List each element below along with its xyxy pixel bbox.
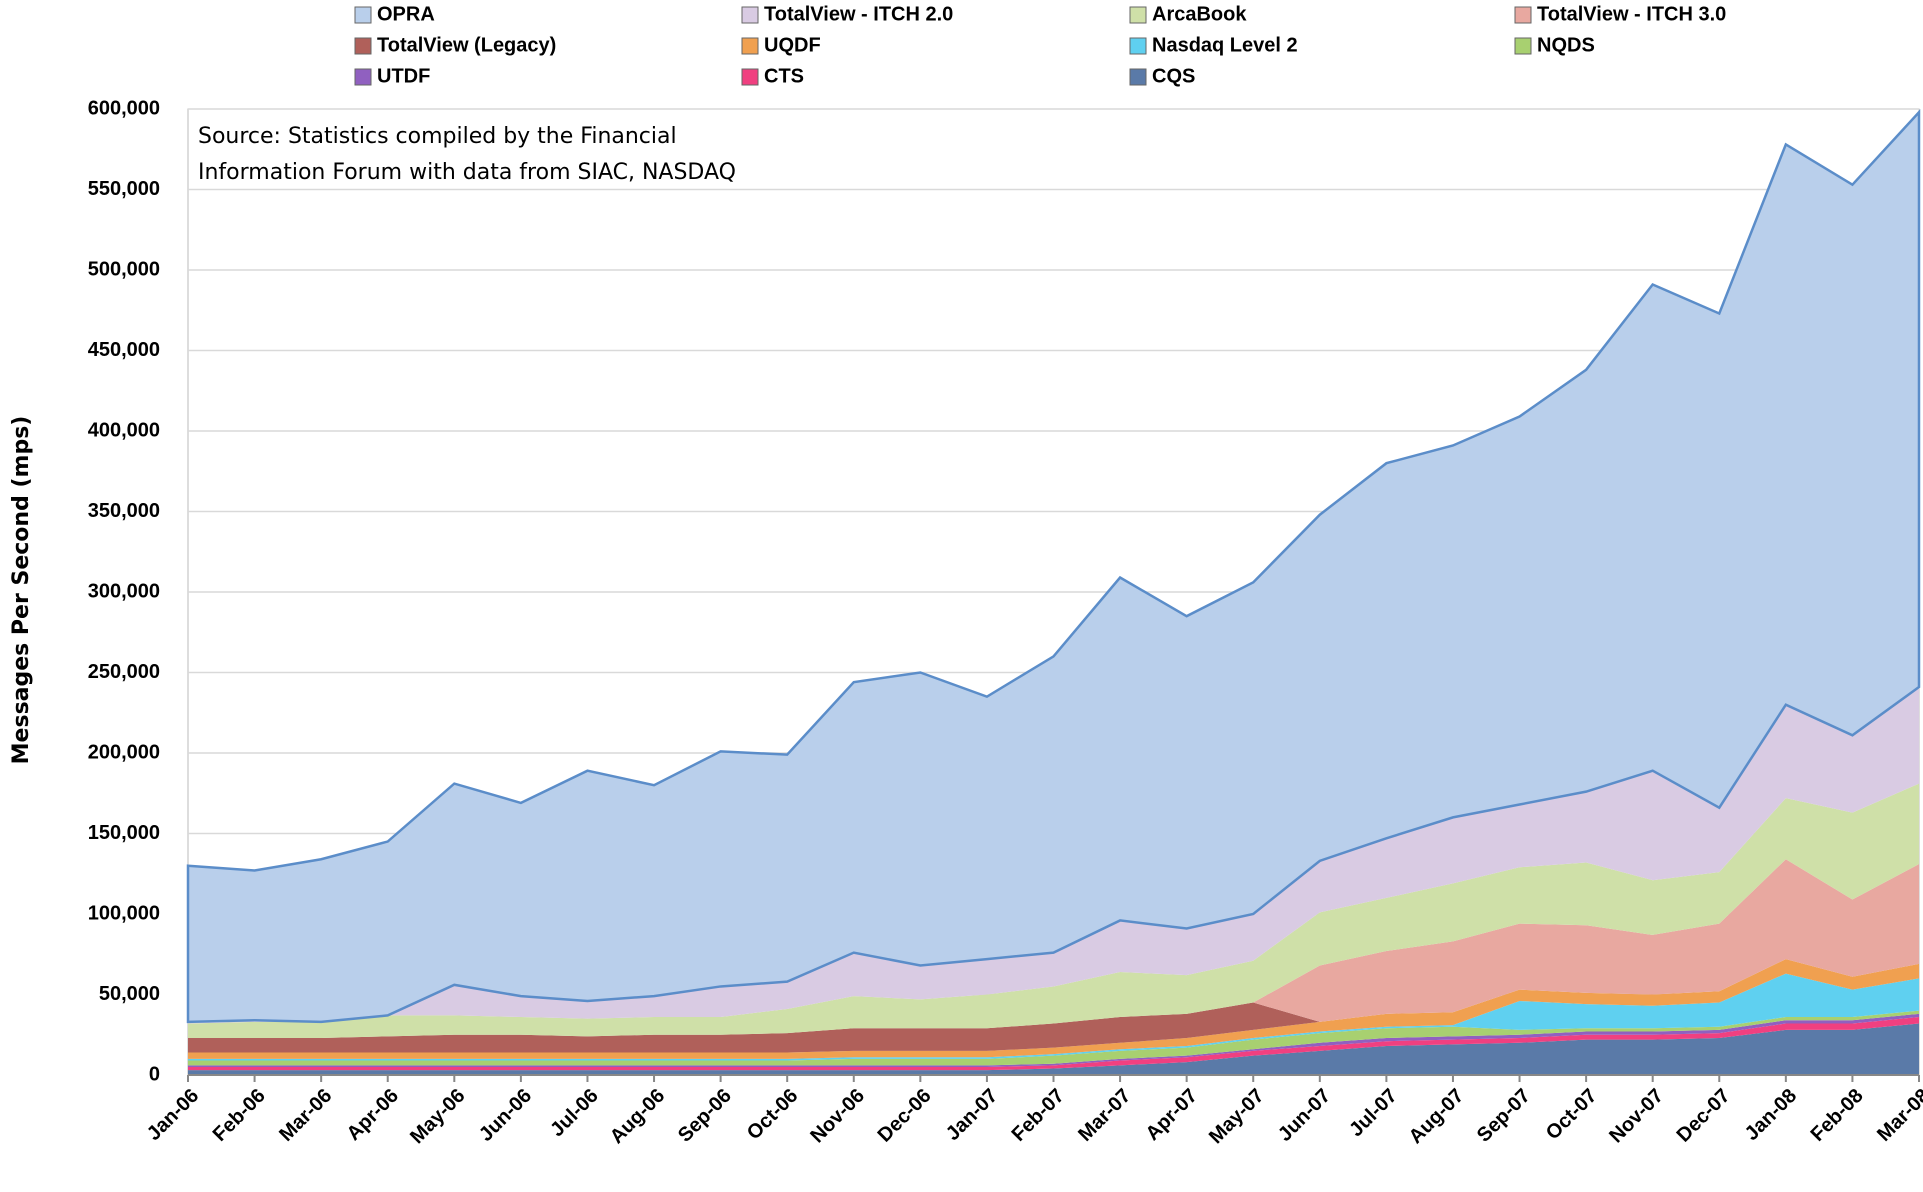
legend-label: UQDF [764,34,821,56]
annotation: Source: Statistics compiled by the Finan… [198,124,677,149]
legend-label: UTDF [377,65,430,87]
y-tick-label: 250,000 [88,661,160,683]
x-tick-label: Mar-08 [1873,1085,1923,1146]
y-tick-label: 550,000 [88,178,160,200]
area [188,973,1919,1061]
y-tick-label: 200,000 [88,741,160,763]
legend-swatch [741,68,759,86]
y-tick-label: 0 [149,1063,160,1085]
legend-label: TotalView - ITCH 3.0 [1537,3,1726,25]
x-tick-label: Dec-06 [874,1085,936,1147]
x-tick-label: Feb-07 [1008,1085,1069,1146]
area [188,1023,1919,1075]
x-tick-label: Sep-06 [674,1085,736,1147]
x-tick-label: Sep-07 [1473,1085,1535,1147]
y-tick-label: 600,000 [88,97,160,119]
x-tick-label: Jun-06 [475,1085,536,1146]
x-tick-label: Feb-08 [1807,1085,1868,1146]
x-tick-label: Jan-07 [942,1085,1002,1145]
legend-label: CQS [1152,65,1195,87]
y-tick-label: 300,000 [88,580,160,602]
legend-label: TotalView (Legacy) [377,34,556,56]
x-tick-label: Aug-07 [1405,1085,1468,1148]
x-tick-label: Mar-07 [1074,1085,1135,1146]
x-tick-label: Nov-06 [806,1085,869,1148]
x-tick-label: May-07 [1205,1085,1269,1149]
y-tick-label: 50,000 [99,983,160,1005]
legend-swatch [741,6,759,24]
x-tick-label: Feb-06 [209,1085,270,1146]
y-tick-label: 500,000 [88,258,160,280]
area [188,859,1919,1038]
x-tick-label: Aug-06 [606,1085,669,1148]
x-tick-label: Dec-07 [1673,1085,1735,1147]
x-tick-label: Jun-07 [1274,1085,1335,1146]
x-tick-label: Jan-08 [1741,1085,1801,1145]
legend-label: Nasdaq Level 2 [1152,34,1298,56]
legend-swatch [1129,68,1147,86]
legend-label: OPRA [377,3,435,25]
x-tick-label: Jul-07 [1345,1085,1401,1141]
legend-swatch [1514,6,1532,24]
area [188,783,1919,1038]
x-tick-label: Apr-06 [343,1085,403,1145]
x-tick-label: May-06 [406,1085,470,1149]
legend-swatch [354,37,372,55]
y-tick-label: 150,000 [88,822,160,844]
area [186,109,1921,1024]
x-tick-label: Nov-07 [1605,1085,1668,1148]
x-tick-label: Jan-06 [143,1085,203,1145]
x-tick-label: Oct-06 [743,1085,803,1145]
legend-swatch [741,37,759,55]
legend-swatch [354,68,372,86]
legend-swatch [1129,6,1147,24]
y-axis-label: Messages Per Second (mps) [9,416,34,765]
legend-label: NQDS [1537,34,1595,56]
x-tick-label: Apr-07 [1142,1085,1202,1145]
x-tick-label: Jul-06 [546,1085,602,1141]
legend-label: TotalView - ITCH 2.0 [764,3,953,25]
x-tick-label: Mar-06 [275,1085,336,1146]
y-tick-label: 450,000 [88,339,160,361]
legend-swatch [354,6,372,24]
annotation: Information Forum with data from SIAC, N… [198,160,736,185]
legend-swatch [1514,37,1532,55]
y-tick-label: 100,000 [88,902,160,924]
area [188,959,1919,1053]
legend-label: CTS [764,65,804,87]
y-tick-label: 400,000 [88,419,160,441]
y-tick-label: 350,000 [88,500,160,522]
x-tick-label: Oct-07 [1542,1085,1602,1145]
legend-label: ArcaBook [1152,3,1247,25]
legend-swatch [1129,37,1147,55]
area [188,686,1919,1024]
